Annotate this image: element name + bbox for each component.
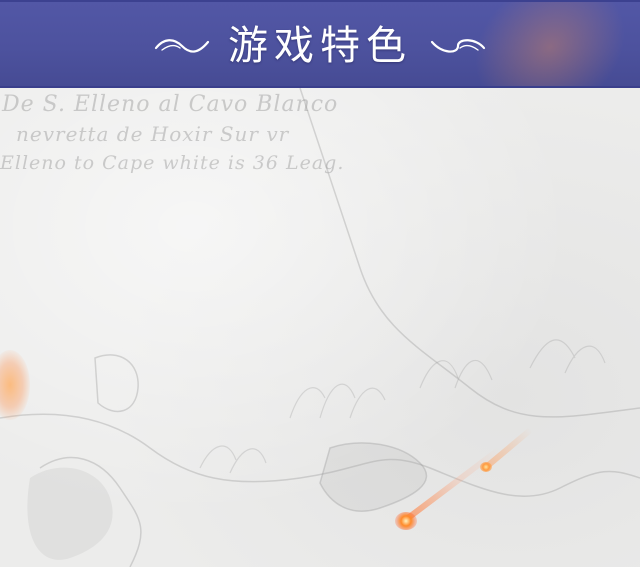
map-inscription-line-1: De S. Elleno al Cavo Blanco: [2, 92, 339, 117]
section-header-banner: 游戏特色: [0, 0, 640, 88]
title-row: 游戏特色: [0, 2, 640, 86]
map-inscription-line-2: nevretta de Hoxir Sur vr: [16, 122, 290, 146]
map-background: [0, 88, 640, 567]
section-title: 游戏特色: [228, 23, 412, 69]
map-inscription-line-3: Elleno to Cape white is 36 Leag.: [0, 152, 345, 174]
swash-ornament-left-icon: [154, 39, 210, 53]
swash-ornament-right-icon: [430, 39, 486, 53]
